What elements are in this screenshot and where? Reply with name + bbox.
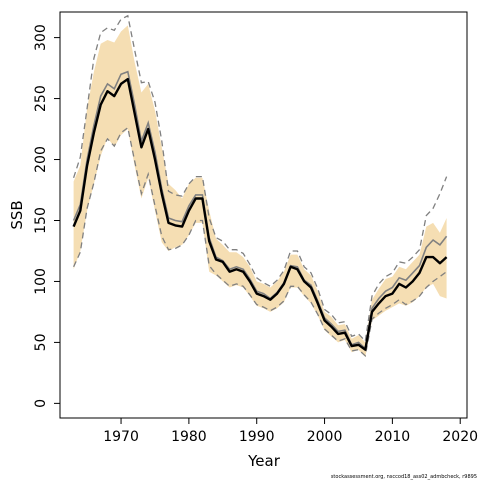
plot-layer (72, 14, 448, 358)
y-tick-label: 100 (33, 268, 49, 295)
y-tick-label: 300 (33, 24, 49, 51)
comparison-estimate-line (72, 70, 448, 351)
confidence-band (73, 25, 447, 358)
plot-frame (59, 11, 468, 419)
y-axis-title: SSB (8, 200, 26, 229)
ssb-estimate-line (72, 77, 448, 351)
x-axis: 1970 1980 1990 2000 2010 2020 (103, 418, 478, 445)
x-tick-label: 2020 (442, 429, 478, 445)
x-tick-label: 1980 (171, 429, 207, 445)
x-axis-title: Year (247, 452, 281, 470)
x-tick-label: 1970 (103, 429, 139, 445)
x-tick-label: 1990 (239, 429, 275, 445)
y-tick-label: 50 (33, 333, 49, 351)
y-axis: 0 50 100 150 200 250 300 (33, 24, 60, 408)
x-tick-label: 2000 (307, 429, 343, 445)
comparison-lower-line (73, 126, 447, 358)
y-tick-label: 150 (33, 207, 49, 234)
footer-credit: stockassessment.org, nsccod18_ass02_admb… (331, 474, 477, 480)
y-tick-label: 200 (33, 146, 49, 173)
comparison-upper-line (72, 14, 448, 343)
y-tick-label: 0 (33, 399, 49, 408)
x-tick-label: 2010 (375, 429, 411, 445)
y-tick-label: 250 (33, 85, 49, 112)
